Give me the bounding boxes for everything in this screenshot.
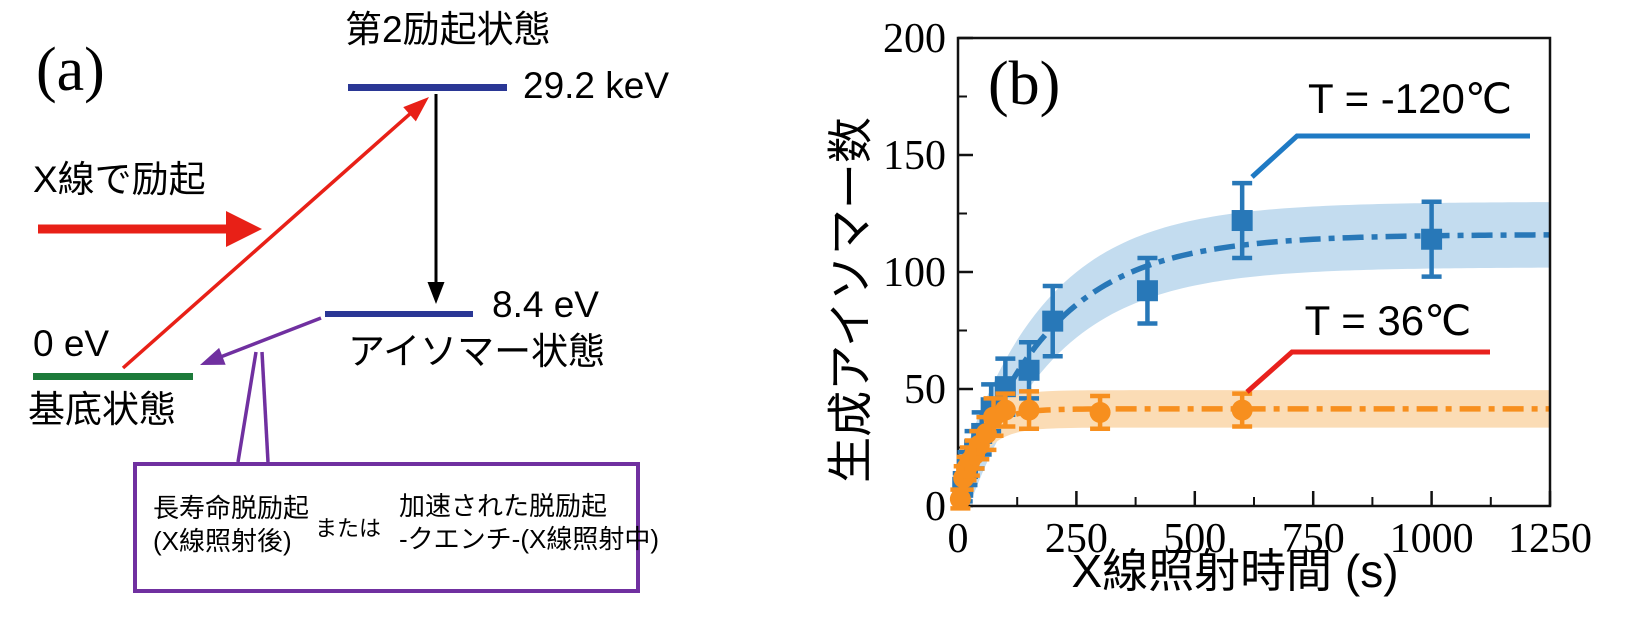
excited-level-line: [348, 84, 507, 91]
callout-middle-or: または: [315, 516, 382, 541]
panel-b-chart: 0 250 500 750 1000 1250 0 50 100 150 200: [883, 16, 1592, 562]
x-tick-label: 1000: [1390, 516, 1474, 562]
excited-state-energy: 29.2 keV: [523, 65, 670, 106]
y-tick-label: 50: [904, 367, 946, 413]
isomer-state-energy: 8.4 eV: [492, 284, 599, 325]
data-point-square: [1231, 210, 1253, 232]
callout-line-cold: [1250, 133, 1530, 179]
confidence-band-0: [958, 202, 1550, 506]
data-point-circle: [994, 399, 1016, 421]
data-point-circle: [949, 488, 971, 510]
data-point-circle: [1089, 401, 1111, 423]
y-axis-label: 生成アイソマー数: [824, 117, 877, 483]
data-point-circle: [1231, 399, 1253, 421]
panel-b-label: (b): [988, 50, 1061, 118]
isomer-level-line: [325, 311, 473, 317]
x-tick-label: 0: [948, 516, 969, 562]
x-axis-label: X線照射時間 (s): [1071, 545, 1399, 597]
annotation-warm-temperature: T = 36℃: [1304, 297, 1472, 344]
y-tick-label: 150: [883, 133, 946, 179]
plot-clipped-layer: [958, 202, 1550, 506]
deexcitation-arrow-shaft: [219, 316, 322, 359]
fit-curve-1: [958, 406, 1550, 506]
callout-right-line2: -クエンチ-(X線照射中): [399, 524, 659, 554]
panel-a-diagram: [33, 84, 507, 463]
y-tick-label: 0: [925, 484, 946, 530]
series-1-points: [949, 389, 1253, 511]
xray-beam-arrow-head: [226, 211, 262, 247]
callout-left-line1: 長寿命脱励起: [153, 493, 310, 523]
y-tick-label: 100: [883, 250, 946, 296]
deexcitation-callout-box: 長寿命脱励起 (X線照射後) または 加速された脱励起 -クエンチ-(X線照射中…: [133, 462, 659, 593]
decay-arrow-head: [427, 282, 445, 304]
data-point-square: [1136, 280, 1158, 302]
data-point-square: [1018, 359, 1040, 381]
ground-state-energy: 0 eV: [33, 323, 110, 364]
callout-tail-right: [260, 351, 270, 463]
annotation-cold-temperature: T = -120℃: [1308, 75, 1512, 122]
data-point-square: [1042, 310, 1064, 332]
callout-right-line1: 加速された脱励起: [399, 491, 608, 521]
callout-tail-left: [236, 351, 258, 463]
ground-state-name: 基底状態: [28, 389, 176, 430]
y-tick-label: 200: [883, 16, 946, 62]
data-point-circle: [1018, 399, 1040, 421]
callout-line-warm: [1245, 349, 1490, 394]
isomer-state-name: アイソマー状態: [348, 331, 606, 372]
x-tick-label: 500: [1163, 516, 1226, 562]
data-point-square: [1421, 228, 1443, 250]
xray-excitation-label: X線で励起: [33, 159, 206, 200]
excited-state-name: 第2励起状態: [345, 9, 551, 50]
xray-excitation-arrow-head: [403, 97, 429, 122]
x-tick-label: 750: [1282, 516, 1345, 562]
xray-excitation-arrow-shaft: [121, 111, 413, 370]
x-tick-label: 250: [1045, 516, 1108, 562]
panel-a-label: (a): [36, 36, 105, 104]
callout-left-line2: (X線照射後): [153, 526, 292, 556]
deexcitation-arrow-head: [200, 347, 226, 365]
ground-level-line: [33, 373, 193, 380]
x-tick-label: 1250: [1508, 516, 1592, 562]
